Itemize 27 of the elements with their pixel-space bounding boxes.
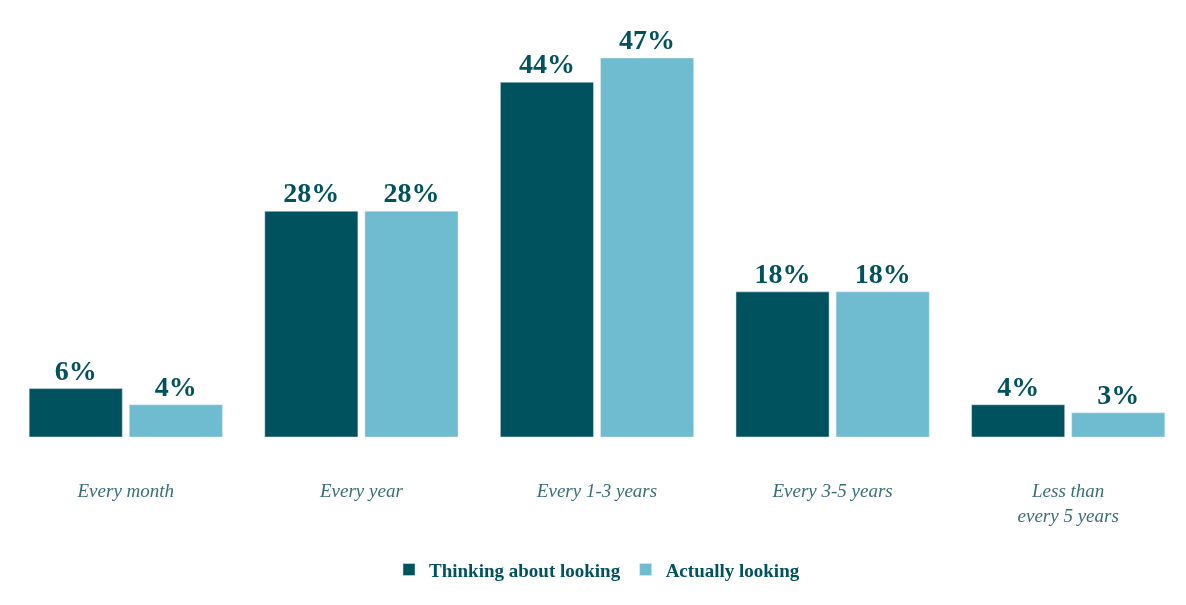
bar xyxy=(600,58,694,437)
data-label: 28% xyxy=(383,177,440,209)
bar xyxy=(28,388,123,437)
data-label: 44% xyxy=(518,48,575,80)
bar xyxy=(129,404,223,437)
bar xyxy=(500,81,594,437)
data-label: 6% xyxy=(54,354,97,386)
bar xyxy=(364,210,459,437)
data-label: 18% xyxy=(854,257,911,289)
data-label: 18% xyxy=(754,257,811,289)
bar xyxy=(971,404,1065,437)
bar xyxy=(264,210,359,437)
x-tick-label: Less than every 5 years xyxy=(1017,480,1119,526)
x-tick-label: Every 3-5 years xyxy=(771,480,893,501)
bar xyxy=(735,291,830,437)
bar xyxy=(1071,412,1166,437)
bar xyxy=(835,291,930,437)
legend-label: Actually looking xyxy=(665,559,800,581)
x-tick-label: Every 1-3 years xyxy=(535,480,658,501)
data-label: 47% xyxy=(619,24,676,55)
legend-label: Thinking about looking xyxy=(429,559,621,581)
x-tick-label: Every year xyxy=(318,480,404,501)
data-label: 3% xyxy=(1097,378,1140,410)
data-label: 4% xyxy=(154,370,197,402)
x-tick-label: Every month xyxy=(76,480,175,501)
data-label: 28% xyxy=(283,177,340,209)
data-label: 4% xyxy=(997,370,1040,402)
